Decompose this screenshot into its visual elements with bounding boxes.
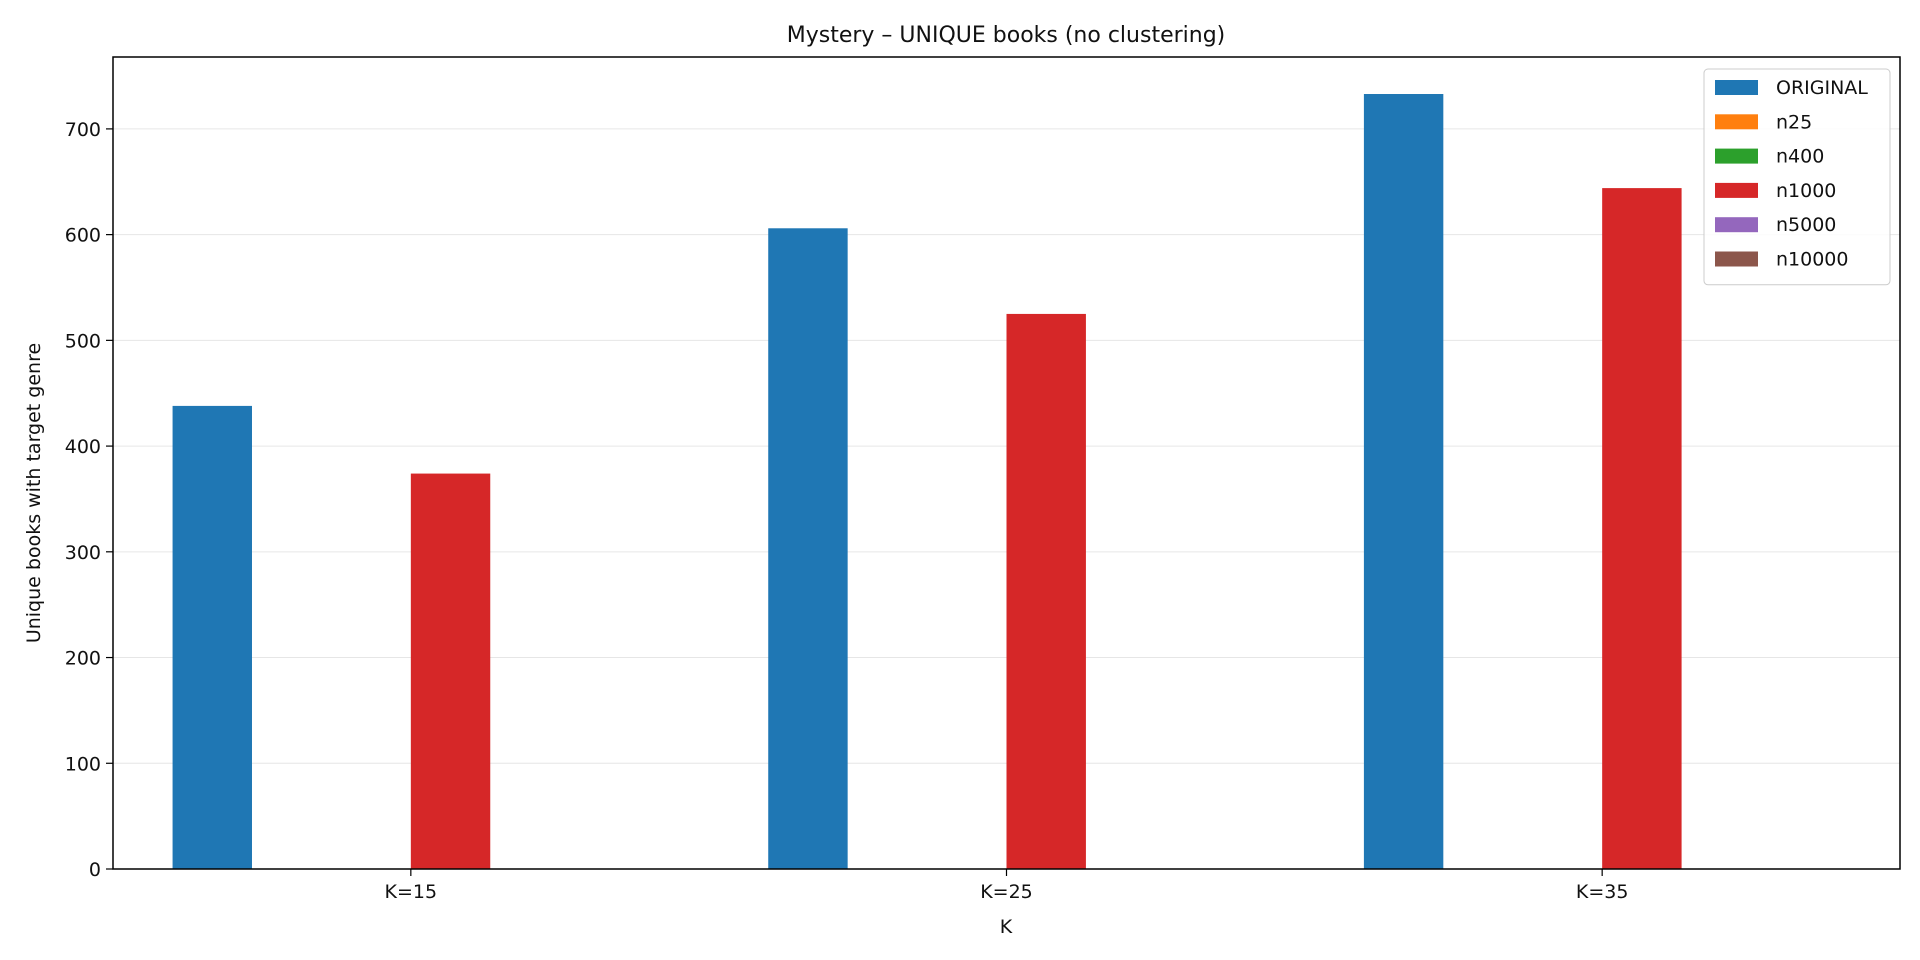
bar-original-k35 <box>1363 94 1444 870</box>
y-tick-label: 200 <box>65 648 101 670</box>
bars <box>172 94 1682 870</box>
x-tick-label: K=35 <box>1576 881 1629 903</box>
y-tick-label: 500 <box>65 330 101 352</box>
chart-title: Mystery – UNIQUE books (no clustering) <box>787 23 1226 48</box>
bar-n1000-k15 <box>410 473 491 869</box>
legend-swatch-original <box>1715 80 1758 95</box>
legend-label-n10000: n10000 <box>1776 249 1848 271</box>
bar-original-k15 <box>172 405 252 869</box>
legend-swatch-n1000 <box>1715 182 1758 198</box>
y-tick-label: 0 <box>89 859 101 881</box>
x-tick-label: K=15 <box>385 881 438 903</box>
legend-label-n1000: n1000 <box>1776 180 1836 202</box>
x-axis-label: K <box>1000 916 1013 938</box>
y-axis-label: Unique books with target genre <box>23 343 45 643</box>
y-tick-label: 400 <box>65 436 101 458</box>
legend-swatch-n5000 <box>1715 217 1758 233</box>
y-tick-label: 300 <box>65 542 101 564</box>
legend: ORIGINAL n25 n400 n1000 n5000 n10000 <box>1703 68 1891 286</box>
legend-swatch-n25 <box>1715 114 1758 130</box>
axes: 0 100 200 300 400 500 600 700 K=15 K=25 K=35 <box>65 56 1901 903</box>
x-tick-label: K=25 <box>980 881 1033 903</box>
y-tick-label: 600 <box>65 225 101 247</box>
legend-swatch-n400 <box>1715 148 1758 164</box>
legend-label-n400: n400 <box>1776 146 1824 168</box>
bar-n1000-k35 <box>1602 188 1682 869</box>
y-tick-label: 700 <box>65 119 101 141</box>
y-tick-label: 100 <box>65 753 101 775</box>
legend-label-n5000: n5000 <box>1776 214 1836 236</box>
legend-label-original: ORIGINAL <box>1776 77 1868 99</box>
bar-original-k25 <box>768 228 848 869</box>
legend-swatch-n10000 <box>1715 251 1758 267</box>
bar-n1000-k25 <box>1006 313 1086 869</box>
legend-label-n25: n25 <box>1776 111 1812 133</box>
